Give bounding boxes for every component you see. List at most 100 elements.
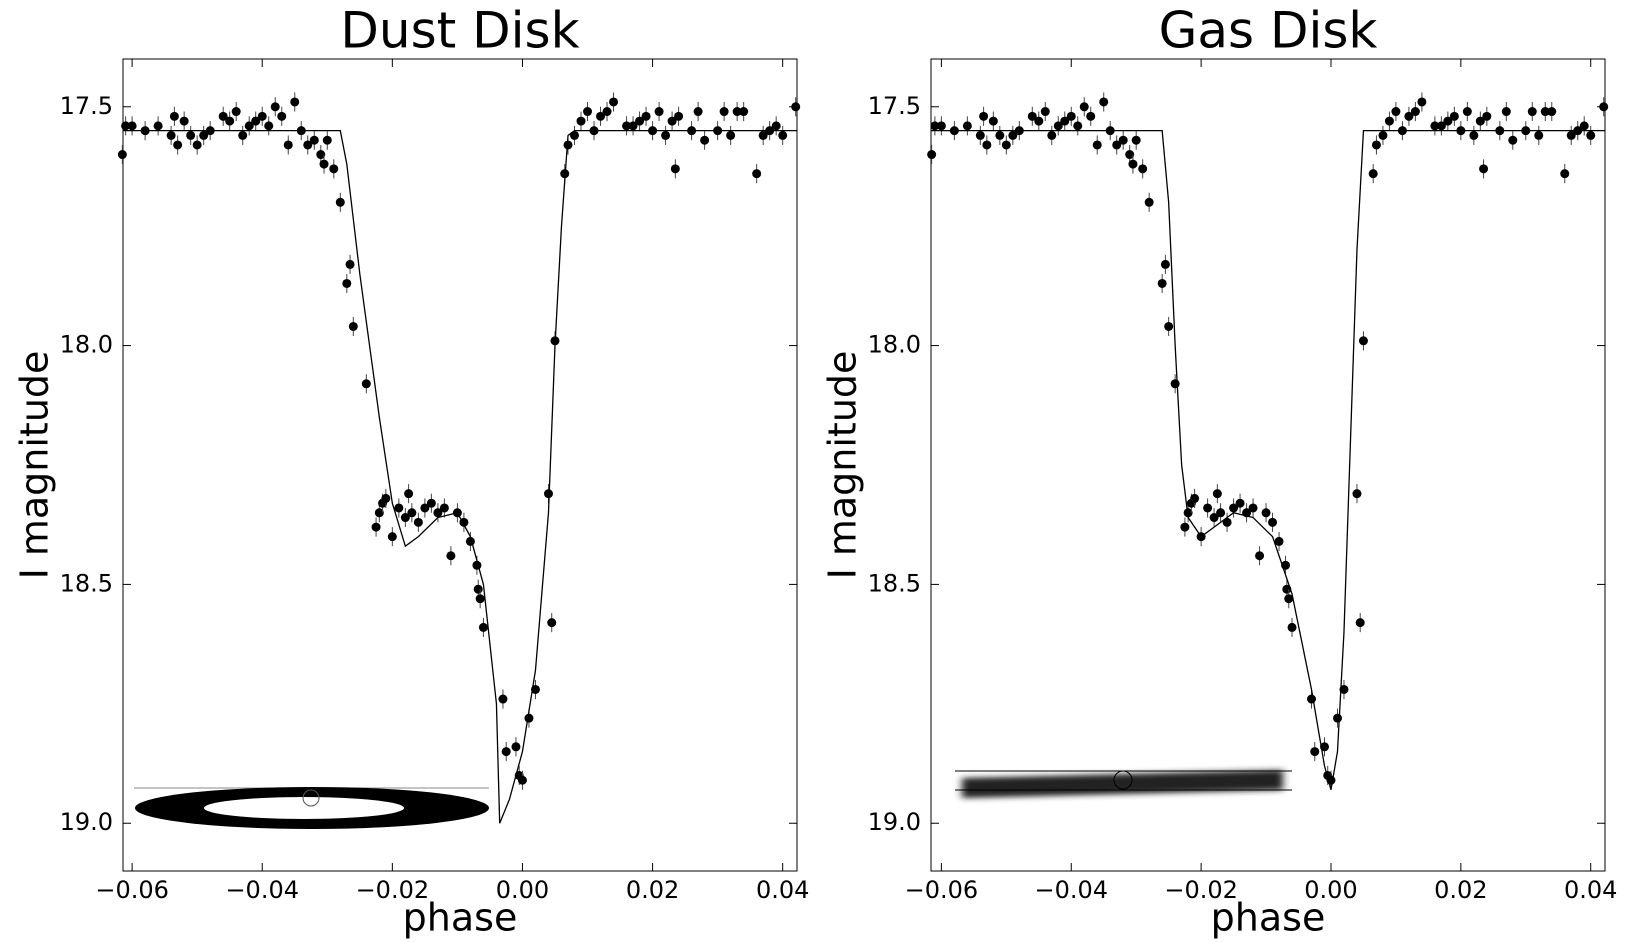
data-point [1540,107,1550,117]
data-point [975,130,985,140]
data-point [576,116,586,126]
data-point [475,594,485,604]
data-point [433,508,443,518]
x-tick-label: 0.04 [756,876,809,904]
model-line [931,129,1605,790]
data-point [166,130,176,140]
data-point [1112,140,1122,150]
data-point [1560,169,1570,179]
data-point [1358,336,1368,346]
data-point [1410,107,1420,117]
data-point [501,747,511,757]
data-point [524,713,534,723]
data-point [264,121,274,131]
data-point [218,111,228,121]
data-point [1229,503,1239,513]
data-point [1508,135,1518,145]
data-point [1160,259,1170,269]
data-point [1125,150,1135,160]
data-point [413,517,423,527]
data-point [361,379,371,389]
data-point [199,130,209,140]
y-tick-label: 17.5 [868,92,921,120]
data-point [547,618,557,628]
data-point [270,102,280,112]
data-point [641,111,651,121]
data-point [257,111,267,121]
data-point [732,107,742,117]
data-point [371,522,381,532]
data-point [1352,489,1362,499]
data-point [374,508,384,518]
y-tick-label: 17.5 [60,92,113,120]
data-point [1092,140,1102,150]
data-point [583,107,593,117]
data-point [543,489,553,499]
data-point [1008,130,1018,140]
data-point [1170,379,1180,389]
data-point [1261,508,1271,518]
data-point [127,121,137,131]
data-point [439,503,449,513]
data-point [1203,503,1213,513]
x-tick-label: 0.02 [626,876,679,904]
data-point [473,584,483,594]
data-point [225,116,235,126]
data-point [309,135,319,145]
x-tick-label: 0.04 [1564,876,1617,904]
data-point [1547,107,1557,117]
data-point [117,150,127,160]
data-point [962,121,972,131]
y-axis-label: I magnitude [821,351,865,580]
data-point [1209,513,1219,523]
data-point [563,140,573,150]
data-point [1222,517,1232,527]
data-point [394,503,404,513]
data-point [661,130,671,140]
x-tick-label: 0.00 [1304,876,1357,904]
data-point [1391,107,1401,117]
data-point [936,121,946,131]
chart-title: Gas Disk [1159,2,1378,60]
gas-disk-illustration [955,770,1292,798]
data-point [407,508,417,518]
plot-frame [122,58,798,872]
data-point [1310,747,1320,757]
data-point [1355,618,1365,628]
x-tick-label: 0.02 [1434,876,1487,904]
data-point [335,197,345,207]
data-point [319,159,329,169]
data-point [1479,164,1489,174]
model-line [123,129,797,824]
data-point [329,164,339,174]
data-point [1371,140,1381,150]
data-point [1332,713,1342,723]
data-point [596,111,606,121]
data-point [238,130,248,140]
data-point [173,140,183,150]
data-point [400,513,410,523]
data-point [1579,121,1589,131]
data-point [1599,102,1609,112]
data-point [1138,164,1148,174]
data-point [186,130,196,140]
x-tick-label: −0.04 [1034,876,1108,904]
data-point [1128,159,1138,169]
data-point [1157,278,1167,288]
chart-title: Dust Disk [340,2,579,60]
y-tick-label: 19.0 [868,808,921,836]
data-point [231,107,241,117]
data-point [693,107,703,117]
data-point [517,775,527,785]
data-point [345,259,355,269]
y-axis-label: I magnitude [13,351,57,580]
data-point [1086,111,1096,121]
data-point [719,107,729,117]
data-point [1339,684,1349,694]
data-point [791,102,801,112]
data-point [498,694,508,704]
y-tick-label: 18.5 [60,569,113,597]
data-point [1430,121,1440,131]
data-point [179,116,189,126]
